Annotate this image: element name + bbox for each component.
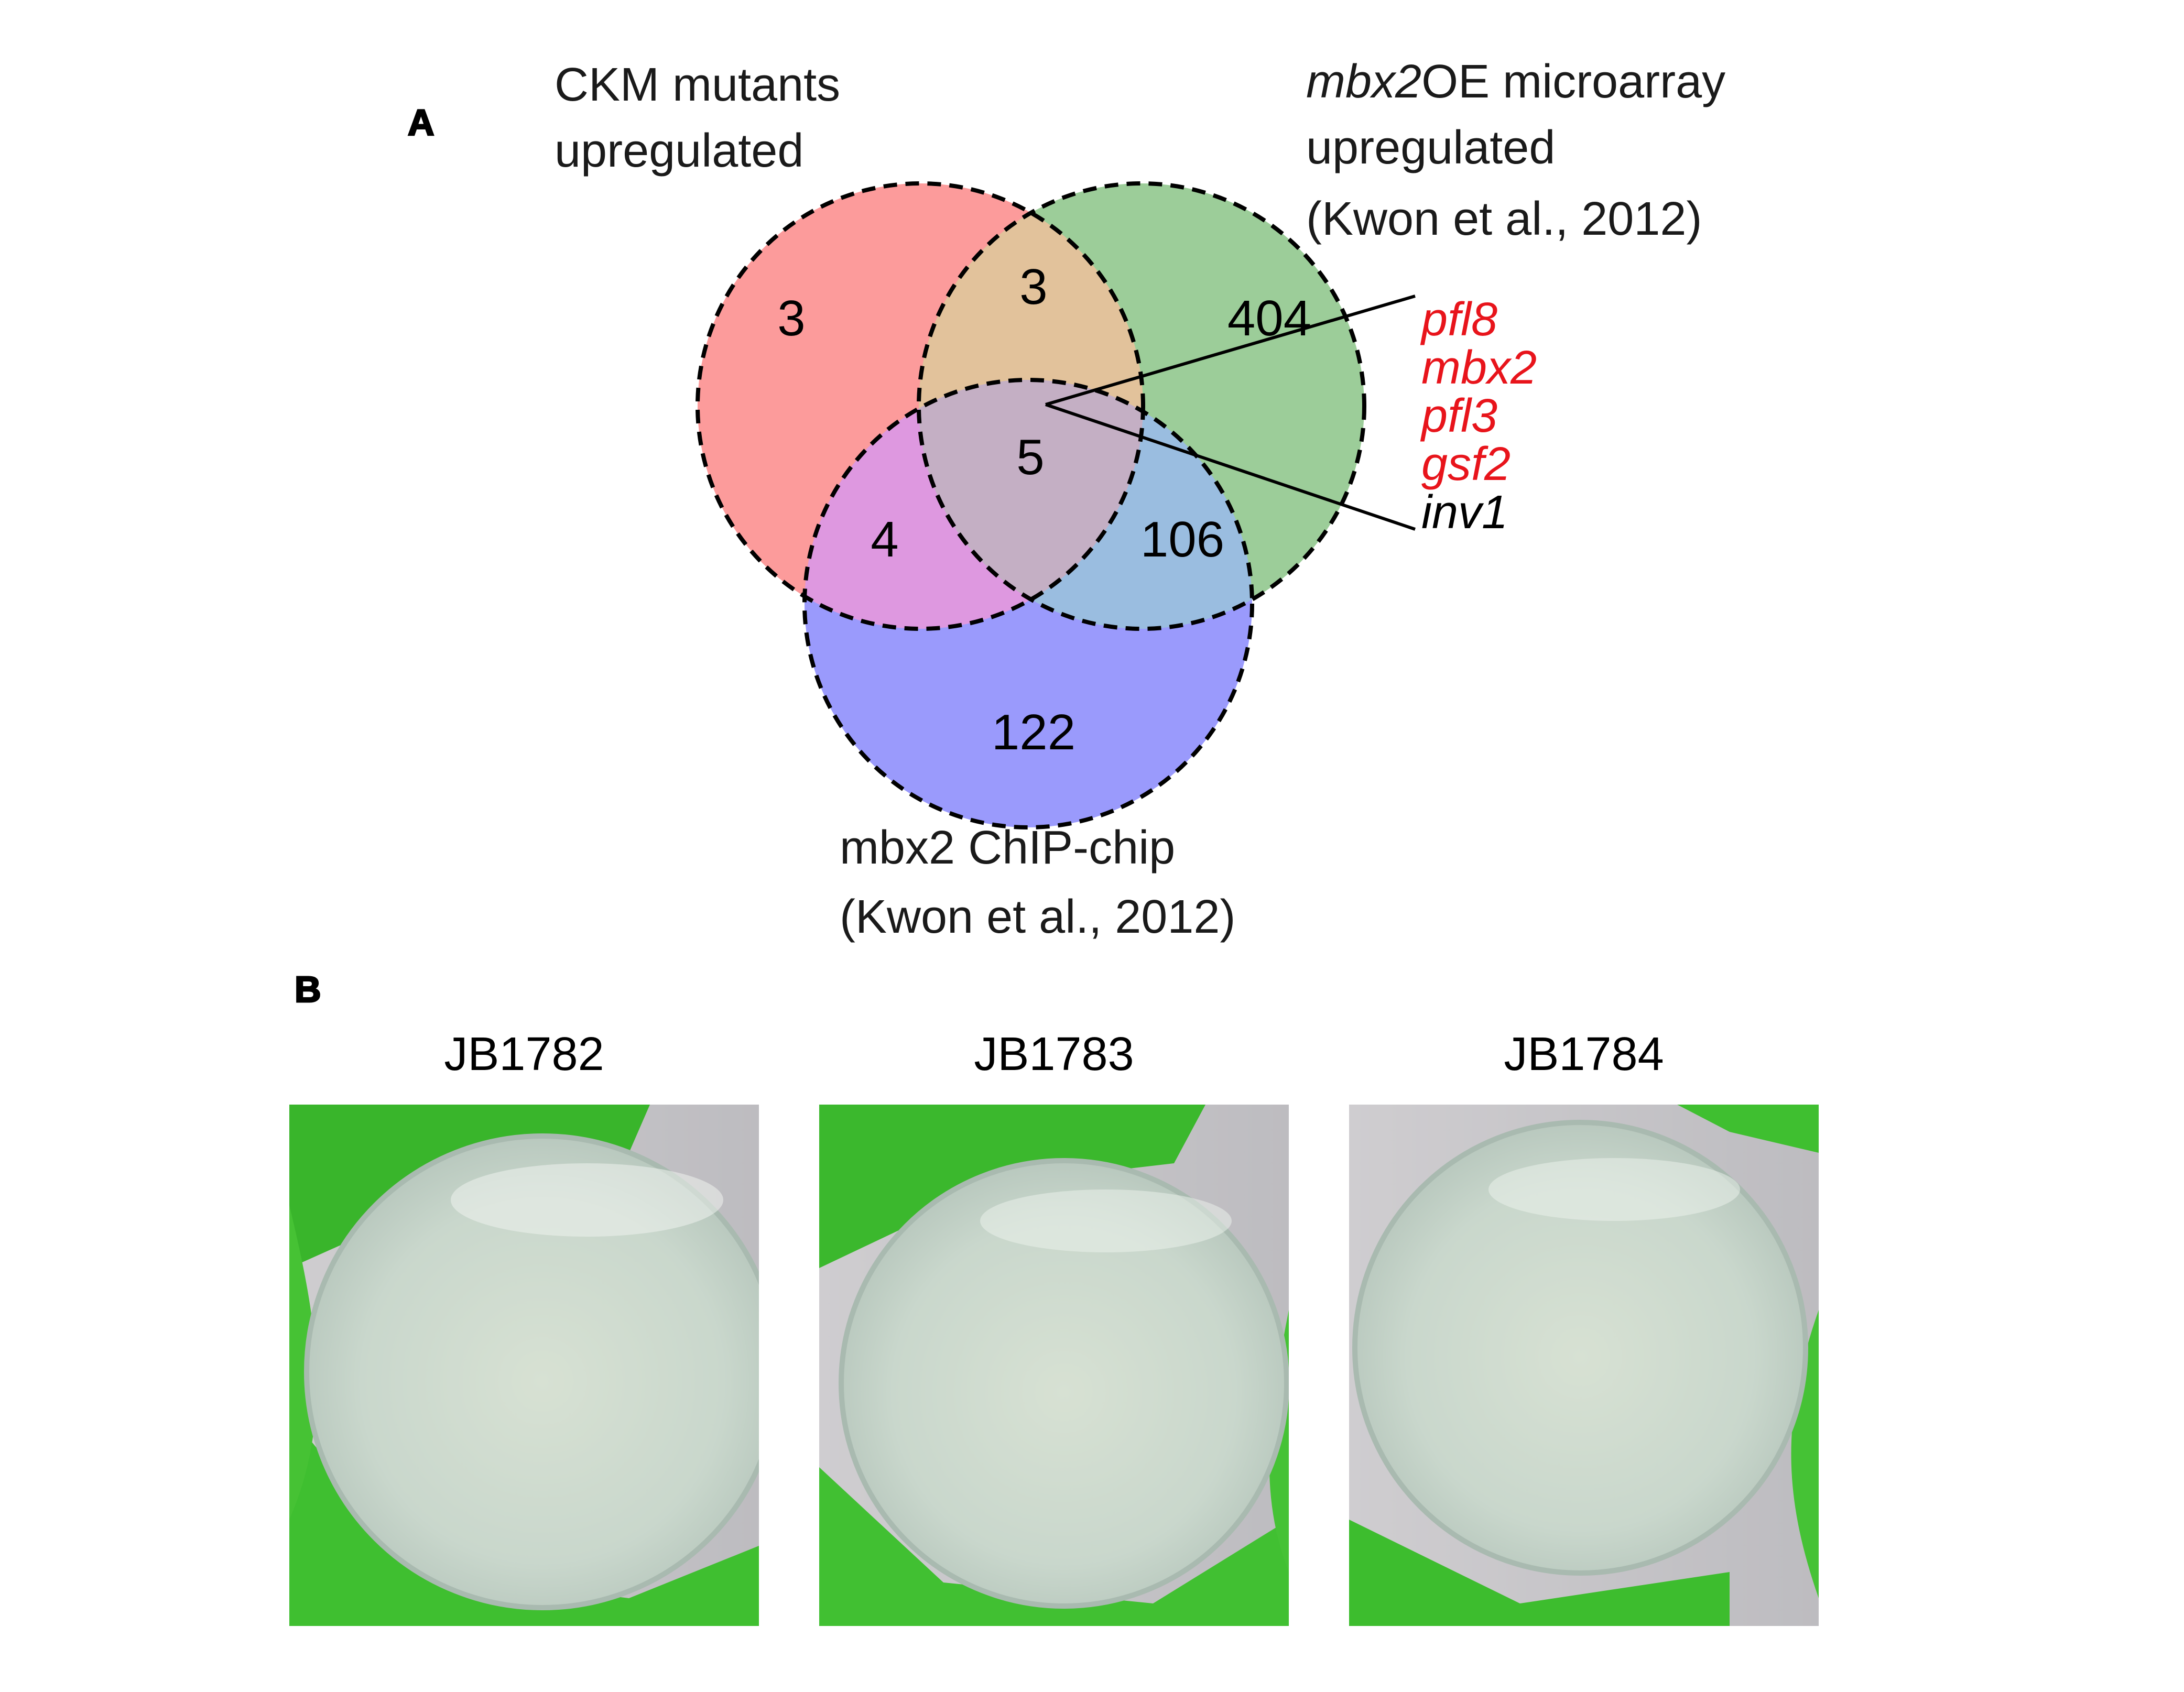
panel-b-letter: B: [295, 969, 321, 1010]
count-ckm-only: 3: [777, 290, 805, 346]
plate-photo-3: [1349, 1105, 1819, 1626]
chip-set-label-line1: mbx2 ChIP-chip: [840, 822, 1175, 874]
chip-set-label-line2: (Kwon et al., 2012): [840, 891, 1235, 943]
plate-photo-1: [289, 1105, 759, 1626]
gene-mbx2: mbx2: [1421, 342, 1537, 394]
gene-gsf2: gsf2: [1421, 438, 1511, 490]
count-mbx2oe-chip: 106: [1140, 511, 1224, 567]
count-ckm-chip: 4: [871, 511, 898, 567]
callout-line-top: [1045, 294, 1416, 406]
gene-inv1: inv1: [1421, 486, 1508, 539]
venn-diagram: [696, 181, 1366, 829]
venn-outline-ckm: [696, 181, 1145, 631]
venn-outline-chip: [802, 378, 1254, 829]
count-chip-only: 122: [992, 704, 1075, 760]
count-all-three: 5: [1016, 429, 1044, 485]
mbx2oe-rest-part: OE microarray: [1421, 56, 1725, 108]
gene-pfl3: pfl3: [1420, 390, 1497, 442]
callout-line-bottom: [1045, 403, 1416, 531]
strain-label-1: JB1782: [444, 1028, 604, 1080]
mbx2oe-set-label-line2: upregulated: [1306, 122, 1555, 174]
mbx2oe-italic-part: mbx2: [1306, 56, 1421, 108]
strain-label-3: JB1784: [1504, 1028, 1664, 1080]
plate-photo-2: [819, 1105, 1289, 1626]
mbx2oe-set-label-line3: (Kwon et al., 2012): [1306, 193, 1702, 245]
strain-label-2: JB1783: [974, 1028, 1134, 1080]
venn-outline-mbx2oe: [917, 181, 1366, 631]
ckm-set-label-line2: upregulated: [555, 125, 803, 177]
count-mbx2oe-only: 404: [1227, 290, 1311, 346]
panel-a-letter: A: [408, 102, 434, 143]
ckm-set-label-line1: CKM mutants: [555, 59, 840, 111]
count-ckm-mbx2oe: 3: [1019, 259, 1047, 315]
mbx2oe-set-label-line1: mbx2OE microarray: [1306, 56, 1725, 108]
gene-pfl8: pfl8: [1420, 293, 1497, 346]
